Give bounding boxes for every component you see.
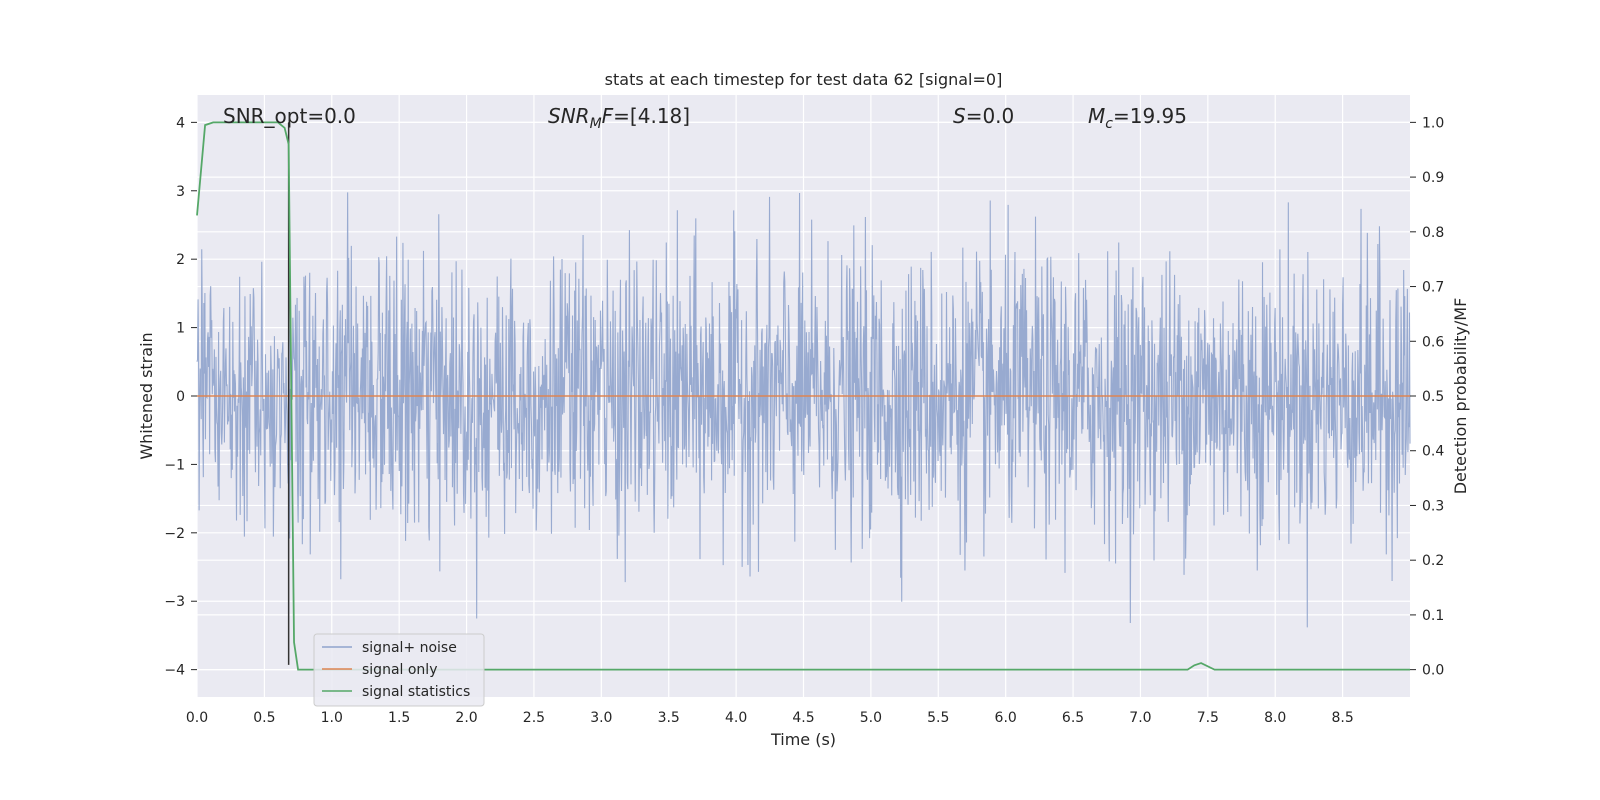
y-right-tick-label: 0.7 xyxy=(1422,280,1444,296)
y-left-tick-label: 1 xyxy=(176,321,185,337)
y-axis-right-label: Detection probability/MF xyxy=(1451,298,1470,495)
annotation-snr-mf-value: =[4.18] xyxy=(613,104,690,128)
x-tick-label: 4.0 xyxy=(725,710,747,726)
x-tick-label: 3.0 xyxy=(590,710,612,726)
x-tick-label: 5.5 xyxy=(927,710,949,726)
x-tick-label: 4.5 xyxy=(792,710,814,726)
x-tick-label: 1.5 xyxy=(388,710,410,726)
series-lines xyxy=(196,121,1410,671)
x-tick-label: 7.5 xyxy=(1197,710,1219,726)
noise-line xyxy=(196,192,1411,628)
y-right-tick-label: 0.4 xyxy=(1422,444,1444,460)
y-right-tick-label: 0.2 xyxy=(1422,553,1444,569)
y-right-tick-label: 0.1 xyxy=(1422,608,1444,624)
y-left-tick-label: −2 xyxy=(164,526,185,542)
annotation-snr-mf: SNRMF=[4.18] xyxy=(548,104,690,132)
x-tick-label: 5.0 xyxy=(860,710,882,726)
series-signal-noise xyxy=(196,192,1411,628)
x-tick-label: 3.5 xyxy=(658,710,680,726)
x-tick-label: 1.0 xyxy=(321,710,343,726)
y-right-tick-label: 0.9 xyxy=(1422,170,1444,186)
legend-box xyxy=(313,633,485,707)
legend-entry-signal-statistics: signal statistics xyxy=(362,684,470,700)
annotation-snr-mf-symbol: SNR xyxy=(548,104,590,128)
annotation-s: S=0.0 xyxy=(953,104,1014,128)
y-left-tick-label: 0 xyxy=(176,389,185,405)
y-right-tick-label: 0.3 xyxy=(1422,498,1444,514)
annotation-mc: Mc=19.95 xyxy=(1088,104,1187,132)
signal-statistics-line xyxy=(196,121,1410,671)
annotation-mc-value: =19.95 xyxy=(1113,104,1187,128)
y-right-tick-label: 0.0 xyxy=(1422,663,1444,679)
annotation-s-symbol: S xyxy=(953,104,966,128)
y-axis-left-label: Whitened strain xyxy=(137,332,156,459)
y-left-tick-label: −4 xyxy=(164,663,185,679)
x-tick-label: 8.0 xyxy=(1264,710,1286,726)
y-left-tick-label: −3 xyxy=(164,594,185,610)
y-right-tick-label: 0.6 xyxy=(1422,334,1444,350)
x-tick-label: 8.5 xyxy=(1331,710,1353,726)
x-tick-label: 2.0 xyxy=(455,710,477,726)
legend-entry-signal-noise: signal+ noise xyxy=(362,640,457,656)
x-tick-label: 6.5 xyxy=(1062,710,1084,726)
annotation-mc-subscript: c xyxy=(1105,116,1113,132)
y-right-tick-label: 1.0 xyxy=(1422,115,1444,131)
axis-ticks: 0.0 0.5 1.0 1.5 2.0 2.5 3.0 3.5 4.0 4.5 5.0 5.5 6.0 6… xyxy=(164,115,1444,726)
x-tick-label: 7.0 xyxy=(1129,710,1151,726)
x-tick-label: 6.0 xyxy=(995,710,1017,726)
y-right-tick-label: 0.5 xyxy=(1422,389,1444,405)
x-tick-label: 0.5 xyxy=(253,710,275,726)
x-tick-label: 0.0 xyxy=(186,710,208,726)
annotation-snr-mf-f: F xyxy=(602,104,614,128)
y-left-tick-label: 2 xyxy=(176,252,185,268)
legend-entry-signal-only: signal only xyxy=(362,662,437,678)
annotation-snr-mf-subscript: M xyxy=(590,116,602,132)
chart-title: stats at each timestep for test data 62 … xyxy=(605,70,1003,89)
annotation-snr-opt: SNR_opt=0.0 xyxy=(223,104,356,128)
annotation-mc-symbol: M xyxy=(1088,104,1105,128)
y-left-tick-label: −1 xyxy=(164,457,185,473)
x-tick-label: 2.5 xyxy=(523,710,545,726)
y-left-tick-label: 4 xyxy=(176,115,185,131)
annotation-s-value: =0.0 xyxy=(966,104,1015,128)
legend: signal+ noise signal only signal statist… xyxy=(313,633,485,707)
x-axis-label: Time (s) xyxy=(770,730,836,749)
y-left-tick-label: 3 xyxy=(176,184,185,200)
y-right-tick-label: 0.8 xyxy=(1422,225,1444,241)
